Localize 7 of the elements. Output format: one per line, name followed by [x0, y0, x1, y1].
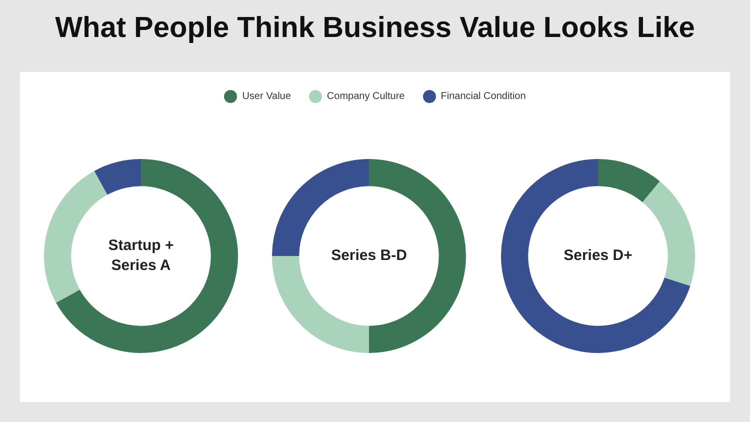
- text: Series D+: [562, 246, 634, 266]
- legend-label: Company Culture: [326, 91, 405, 102]
- text: Startup + Series A: [107, 236, 175, 276]
- legend-label: User Value: [242, 91, 291, 102]
- legend-label: Financial Condition: [440, 91, 526, 102]
- text: Series B-D: [330, 246, 408, 266]
- text: What People Think Business Value Looks Like: [54, 12, 696, 45]
